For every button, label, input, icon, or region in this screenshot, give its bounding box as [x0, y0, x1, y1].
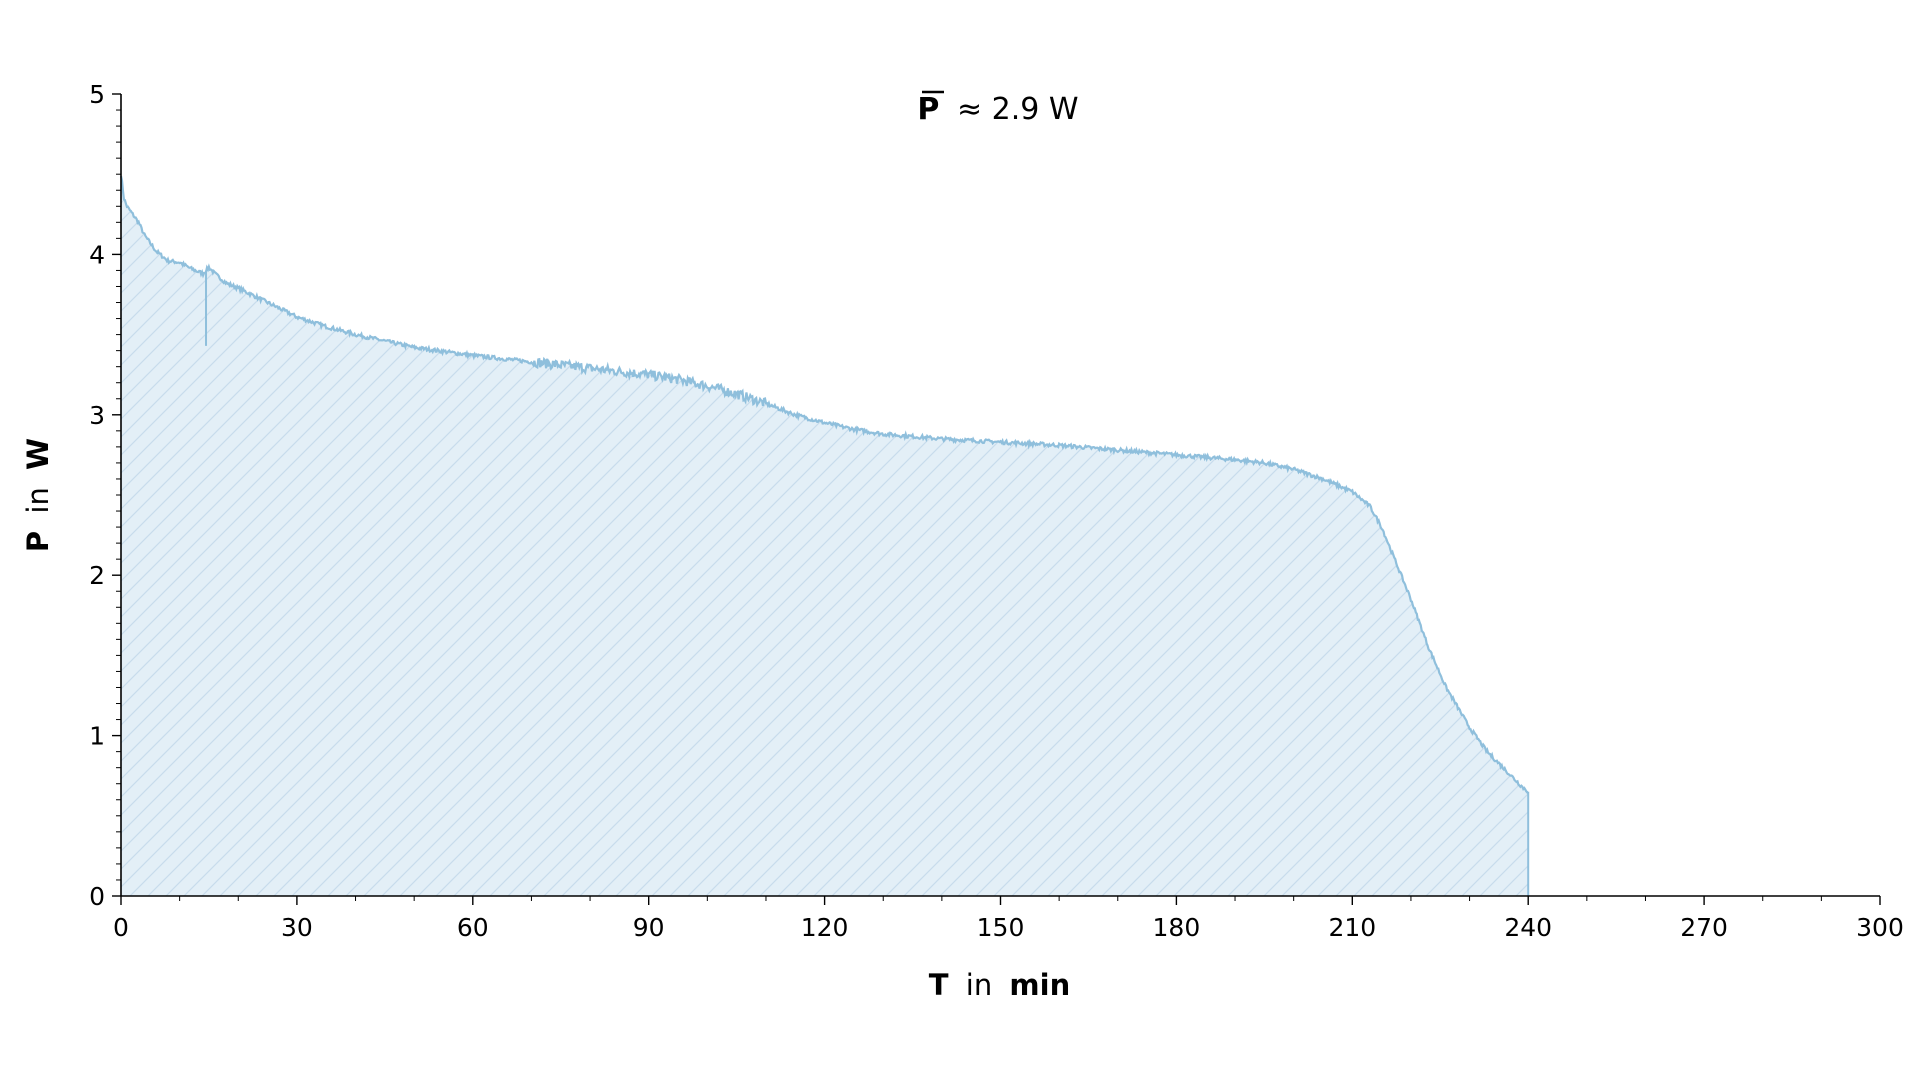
y-axis-label: P in W: [21, 438, 55, 552]
y-tick-label: 3: [89, 401, 105, 430]
series-area-fill: [121, 176, 1529, 897]
x-axis-unit: min: [1009, 968, 1070, 1002]
x-tick-label: 90: [633, 913, 665, 942]
plot-area: [119, 175, 1530, 897]
x-tick-label: 240: [1504, 913, 1552, 942]
x-axis-label: T in min: [929, 968, 1070, 1002]
axes: 0 30 60 90 120 150 180 210 240 270 300 0 1 2 3 4 5: [89, 80, 1904, 942]
y-tick-label: 2: [89, 561, 105, 590]
x-tick-label: 60: [457, 913, 489, 942]
mean-power-annotation: P ≈ 2.9 W: [917, 92, 1078, 127]
y-tick-label: 4: [89, 240, 105, 269]
x-tick-label: 30: [281, 913, 313, 942]
mean-power-symbol: P: [917, 92, 939, 127]
y-tick-label: 1: [89, 722, 105, 751]
x-axis-var: T: [929, 968, 949, 1002]
y-axis-unit: W: [21, 438, 55, 470]
x-tick-label: 120: [801, 913, 849, 942]
x-tick-label: 210: [1328, 913, 1376, 942]
y-axis-in: in: [21, 487, 55, 513]
x-tick-label: 0: [113, 913, 129, 942]
labels: P ≈ 2.9 W T in min P in W: [21, 90, 1079, 1002]
y-axis-var: P: [21, 531, 55, 552]
x-tick-label: 180: [1153, 913, 1201, 942]
y-tick-label: 5: [89, 80, 105, 109]
y-tick-label: 0: [89, 882, 105, 911]
x-tick-label: 300: [1856, 913, 1904, 942]
x-tick-label: 270: [1680, 913, 1728, 942]
mean-power-value: ≈ 2.9 W: [957, 92, 1079, 127]
x-tick-label: 150: [977, 913, 1025, 942]
series-line: [119, 175, 1529, 794]
x-axis-in: in: [966, 968, 992, 1002]
